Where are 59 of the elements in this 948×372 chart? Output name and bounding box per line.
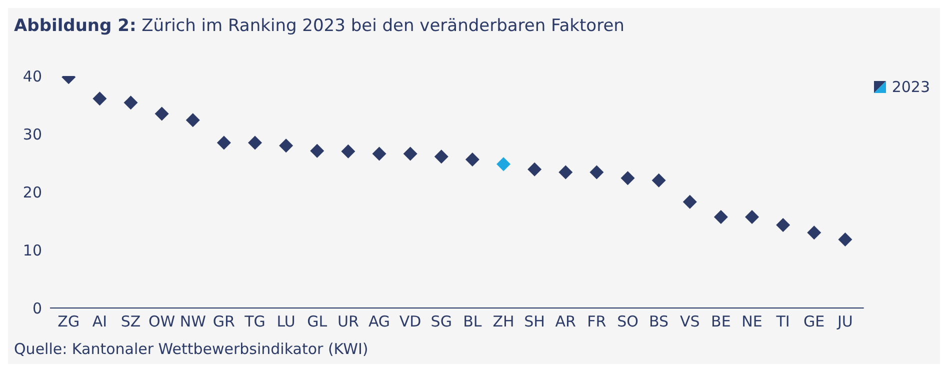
x-tick-label: SZ [120, 312, 141, 331]
point [528, 162, 542, 176]
point [403, 146, 418, 161]
x-tick-label: TI [775, 312, 790, 331]
point [279, 138, 294, 153]
point [434, 150, 448, 164]
x-tick-label: BL [463, 312, 482, 331]
x-tick-label: AG [368, 312, 390, 331]
point [465, 152, 480, 167]
point [620, 171, 635, 186]
x-tick-label: GE [804, 312, 825, 331]
point [372, 146, 386, 161]
x-tick-label: GR [212, 312, 235, 331]
x-tick-label: VS [680, 312, 700, 331]
point [558, 165, 573, 180]
x-tick-label: NW [180, 312, 206, 331]
point [682, 194, 697, 209]
x-tick-label: SG [430, 312, 452, 331]
legend-label: 2023 [892, 78, 930, 96]
x-tick-label: AI [92, 312, 108, 331]
x-tick-label: SO [617, 312, 638, 331]
point [216, 136, 231, 150]
x-tick-label: ZH [492, 312, 514, 331]
point [186, 113, 200, 128]
x-tick-label: AR [555, 312, 576, 331]
x-tick-label: BE [711, 312, 731, 331]
point [154, 106, 169, 121]
y-tick-label: 30 [22, 125, 42, 144]
x-tick-label: UR [337, 312, 359, 331]
y-tick-label: 0 [32, 299, 42, 318]
point [590, 165, 604, 180]
x-tick-label: GL [307, 312, 328, 331]
point [92, 92, 107, 106]
point [776, 218, 790, 232]
chart-title: Abbildung 2: Zürich im Ranking 2023 bei den veränderbaren Faktoren [14, 16, 624, 36]
y-tick-label: 10 [22, 241, 42, 260]
x-tick-label: LU [276, 312, 296, 331]
y-tick-label: 40 [22, 67, 42, 86]
point [807, 226, 822, 240]
x-tick-label: ZG [58, 312, 80, 331]
point [838, 232, 852, 247]
point [341, 144, 356, 158]
point [310, 144, 324, 158]
x-tick-label: TG [244, 312, 266, 331]
point [714, 210, 728, 224]
x-tick-label: OW [148, 312, 176, 331]
x-tick-label: FR [587, 312, 606, 331]
y-tick-label: 20 [22, 183, 42, 202]
x-tick-label: VD [399, 312, 422, 331]
point [744, 210, 759, 224]
point [248, 136, 262, 150]
x-tick-label: BS [649, 312, 669, 331]
point [652, 173, 666, 188]
point [496, 157, 510, 172]
x-tick-label: SH [524, 312, 545, 331]
x-tick-label: JU [836, 312, 853, 331]
source-note: Quelle: Kantonaler Wettbewerbsindikator (KWI) [14, 340, 368, 358]
x-tick-label: NE [742, 312, 762, 331]
point [124, 96, 138, 110]
